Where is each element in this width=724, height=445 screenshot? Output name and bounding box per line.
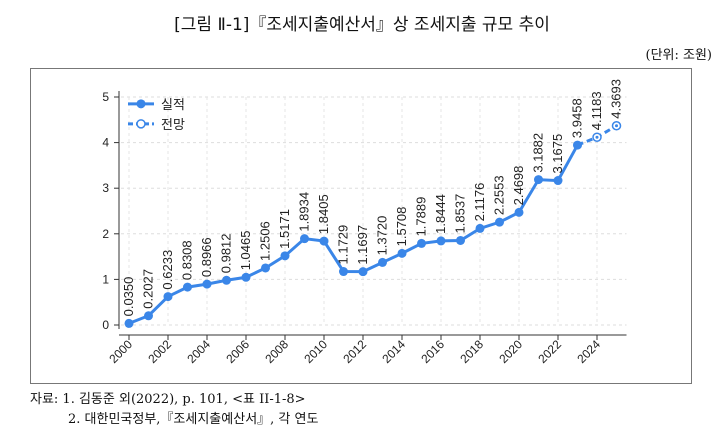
data-point	[222, 275, 231, 285]
data-point	[202, 279, 212, 289]
legend-marker	[136, 119, 146, 129]
line-chart: 0 1 2 3 4 5 2000 2002 2004 2006 2008 2010 2012 2014 20…	[102, 79, 627, 366]
x-tick-label: 2010	[301, 337, 330, 366]
legend-label-1: 전망	[161, 118, 185, 133]
legend-label-0: 실적	[161, 98, 185, 113]
data-label: 0.2027	[141, 269, 156, 309]
data-label: 0.8966	[199, 237, 214, 277]
y-tick-label: 4	[102, 136, 109, 150]
legend-marker	[136, 99, 146, 109]
data-point	[397, 248, 407, 258]
data-point	[417, 238, 426, 248]
data-label: 0.8308	[180, 240, 195, 280]
figure-title: [그림 Ⅱ-1]『조세지출예산서』상 조세지출 규모 추이	[174, 15, 550, 35]
data-label: 1.1729	[336, 225, 351, 265]
forecast-point-center	[595, 135, 599, 139]
data-label: 1.2506	[258, 221, 273, 261]
x-tick-label: 2004	[184, 337, 213, 366]
x-tick-label: 2002	[145, 337, 174, 366]
data-point	[300, 234, 309, 244]
data-label: 3.9458	[570, 98, 585, 138]
y-tick-label: 1	[102, 272, 109, 286]
data-point	[280, 251, 290, 261]
x-tick-label: 2000	[106, 337, 135, 366]
data-point	[124, 318, 134, 328]
y-tick-label: 2	[102, 227, 109, 241]
data-label: 4.1183	[589, 91, 604, 130]
data-point	[456, 235, 465, 245]
y-tick-label: 0	[102, 318, 109, 332]
x-tick-label: 2018	[457, 337, 486, 366]
data-point	[358, 267, 368, 277]
x-tick-label: 2012	[340, 337, 369, 366]
x-tick-label: 2016	[418, 337, 447, 366]
x-tick-label: 2008	[262, 337, 291, 366]
data-point	[495, 217, 504, 227]
y-tick-label: 3	[102, 181, 109, 195]
data-point	[339, 267, 348, 277]
data-label: 3.1882	[531, 133, 546, 173]
data-point	[163, 292, 173, 302]
data-point	[183, 282, 192, 292]
data-label: 1.8405	[316, 194, 331, 234]
data-point	[553, 176, 563, 186]
data-point	[514, 207, 524, 217]
data-label: 1.5171	[277, 209, 292, 249]
data-label: 1.3720	[375, 216, 390, 256]
data-label: 1.8444	[433, 194, 448, 234]
forecast-point-center	[615, 124, 618, 128]
data-label: 1.8934	[297, 192, 312, 232]
data-point	[475, 223, 485, 233]
unit-label: (단위: 조원)	[645, 48, 713, 63]
y-tick-label: 5	[102, 90, 109, 104]
data-point	[378, 257, 387, 267]
x-tick-label: 2022	[535, 337, 564, 366]
data-label: 4.3693	[609, 79, 624, 119]
data-label: 1.5708	[394, 207, 409, 247]
data-label: 1.7889	[414, 197, 429, 237]
chart-frame: 0 1 2 3 4 5 2000 2002 2004 2006 2008 2010 2012 2014 20…	[30, 68, 692, 384]
data-label: 0.0350	[121, 277, 136, 317]
x-tick-label: 2020	[496, 337, 525, 366]
data-label: 2.2553	[492, 175, 507, 215]
data-label: 1.8537	[453, 194, 468, 234]
data-point	[436, 236, 446, 246]
data-label: 0.9812	[219, 233, 234, 273]
source-note-2: 2. 대한민국정부,『조세지출예산서』, 각 연도	[68, 412, 319, 427]
data-point	[261, 263, 270, 273]
data-label: 2.1176	[472, 183, 487, 222]
data-label: 0.6233	[160, 250, 175, 290]
x-tick-label: 2014	[379, 337, 408, 366]
x-tick-label: 2024	[574, 337, 603, 366]
data-label: 1.1697	[355, 225, 370, 265]
data-point	[534, 175, 543, 185]
x-tick-label: 2006	[223, 337, 252, 366]
data-point	[241, 272, 251, 282]
data-label: 1.0465	[238, 231, 253, 271]
source-note-1: 자료: 1. 김동준 외(2022), p. 101, <표 II-1-8>	[30, 392, 306, 407]
data-point	[144, 311, 153, 321]
data-label: 3.1675	[550, 134, 565, 174]
data-label: 2.4698	[511, 166, 526, 206]
data-point	[319, 236, 329, 246]
